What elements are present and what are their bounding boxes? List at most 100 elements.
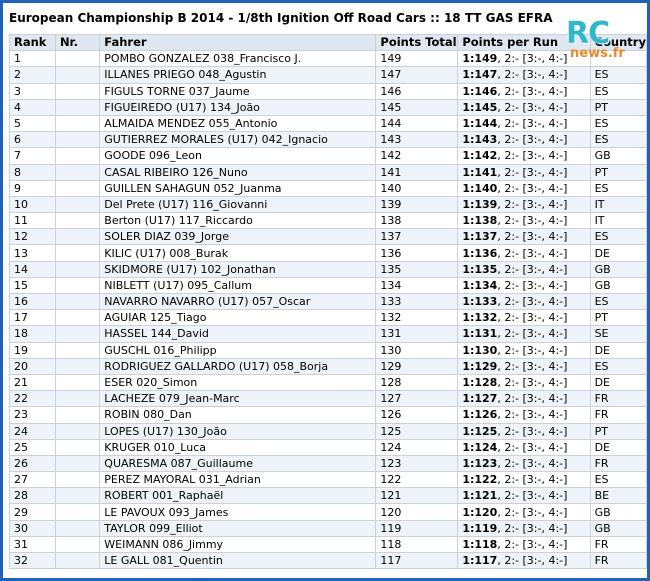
points-total-cell: 131 <box>375 325 459 343</box>
column-header-nr[interactable]: Nr. <box>54 33 101 52</box>
points-per-run-cell: 1:120, 2:- [3:-, 4:-] <box>457 503 591 521</box>
points-total-cell: 117 <box>375 551 459 570</box>
run1-points: 1:126 <box>462 408 498 422</box>
points-per-run-cell: 1:129, 2:- [3:-, 4:-] <box>457 357 591 375</box>
points-total-cell: 143 <box>375 131 459 149</box>
driver-cell: LE PAVOUX 093_James <box>99 503 377 521</box>
driver-cell: Berton (U17) 117_Riccardo <box>99 212 377 230</box>
table-row: 11 Berton (U17) 117_Riccardo 138 1:138, 2:-… <box>9 212 647 230</box>
nr-cell <box>54 131 101 149</box>
driver-cell: FIGULS TORNE 037_Jaume <box>99 82 377 100</box>
points-total-cell: 140 <box>375 179 459 197</box>
rank-cell: 14 <box>9 260 56 278</box>
driver-cell: LACHEZE 079_Jean-Marc <box>99 390 377 408</box>
driver-cell: NAVARRO NAVARRO (U17) 057_Oscar <box>99 292 377 311</box>
points-total-cell: 139 <box>375 195 459 214</box>
table-row: 4 FIGUEIREDO (U17) 134_João 145 1:145, 2:- … <box>9 98 647 116</box>
nr-cell <box>54 244 101 262</box>
driver-cell: LE GALL 081_Quentin <box>99 551 377 570</box>
points-total-cell: 119 <box>375 519 459 537</box>
run1-points: 1:147 <box>462 68 498 82</box>
column-header-points-total[interactable]: Points Total <box>375 33 459 52</box>
run1-points: 1:145 <box>462 100 498 114</box>
points-per-run-cell: 1:137, 2:- [3:-, 4:-] <box>457 228 591 246</box>
driver-cell: QUARESMA 087_Guillaume <box>99 454 377 473</box>
country-cell: GB <box>589 503 647 521</box>
run1-points: 1:142 <box>462 149 498 163</box>
country-cell: GB <box>589 260 647 278</box>
points-per-run-cell: 1:130, 2:- [3:-, 4:-] <box>457 341 591 359</box>
country-cell: ES <box>589 471 647 489</box>
points-total-cell: 125 <box>375 422 459 440</box>
table-row: 17 AGUIAR 125_Tiago 132 1:132, 2:- [3:-, 4:… <box>9 309 647 327</box>
rank-cell: 24 <box>9 422 56 440</box>
column-header-rank[interactable]: Rank <box>9 33 56 52</box>
points-total-cell: 135 <box>375 260 459 278</box>
other-runs: , 2:- [3:-, 4:-] <box>497 278 568 292</box>
points-total-cell: 128 <box>375 373 459 392</box>
country-cell: FR <box>589 390 647 408</box>
table-row: 12 SOLER DIAZ 039_Jorge 137 1:137, 2:- [3:-… <box>9 228 647 246</box>
rank-cell: 30 <box>9 519 56 537</box>
points-per-run-cell: 1:135, 2:- [3:-, 4:-] <box>457 260 591 278</box>
driver-cell: SOLER DIAZ 039_Jorge <box>99 228 377 246</box>
country-cell: ES <box>589 179 647 197</box>
country-cell: ES <box>589 114 647 133</box>
points-per-run-cell: 1:119, 2:- [3:-, 4:-] <box>457 519 591 537</box>
nr-cell <box>54 66 101 84</box>
table-row: 23 ROBIN 080_Dan 126 1:126, 2:- [3:-, 4:-] F… <box>9 406 647 424</box>
run1-points: 1:124 <box>462 440 498 454</box>
run1-points: 1:129 <box>462 359 498 373</box>
country-cell: ES <box>589 228 647 246</box>
points-total-cell: 130 <box>375 341 459 359</box>
country-cell: ES <box>589 82 647 100</box>
table-row: 2 ILLANES PRIEGO 048_Agustin 147 1:147, 2:-… <box>9 66 647 84</box>
column-header-points-per-run[interactable]: Points per Run <box>457 33 591 52</box>
nr-cell <box>54 195 101 214</box>
table-row: 30 TAYLOR 099_Elliot 119 1:119, 2:- [3:-, 4… <box>9 519 647 537</box>
other-runs: , 2:- [3:-, 4:-] <box>497 149 568 163</box>
country-cell: ES <box>589 66 647 84</box>
country-cell: ES <box>589 292 647 311</box>
other-runs: , 2:- [3:-, 4:-] <box>497 311 568 325</box>
column-header-driver[interactable]: Fahrer <box>99 33 377 52</box>
run1-points: 1:138 <box>462 214 498 228</box>
driver-cell: TAYLOR 099_Elliot <box>99 519 377 537</box>
points-total-cell: 121 <box>375 487 459 505</box>
table-row: 9 GUILLEN SAHAGUN 052_Juanma 140 1:140, 2:-… <box>9 179 647 197</box>
run1-points: 1:144 <box>462 117 498 131</box>
points-per-run-cell: 1:146, 2:- [3:-, 4:-] <box>457 82 591 100</box>
rank-cell: 29 <box>9 503 56 521</box>
nr-cell <box>54 292 101 311</box>
rank-cell: 19 <box>9 341 56 359</box>
points-per-run-cell: 1:121, 2:- [3:-, 4:-] <box>457 487 591 505</box>
run1-points: 1:118 <box>462 537 498 551</box>
nr-cell <box>54 503 101 521</box>
points-total-cell: 126 <box>375 406 459 424</box>
nr-cell <box>54 519 101 537</box>
country-cell: FR <box>589 535 647 554</box>
points-total-cell: 146 <box>375 82 459 100</box>
driver-cell: ALMAIDA MENDEZ 055_Antonio <box>99 114 377 133</box>
nr-cell <box>54 260 101 278</box>
country-cell: DE <box>589 438 647 456</box>
page-title: European Championship B 2014 - 1/8th Ign… <box>9 11 553 25</box>
country-cell: ES <box>589 357 647 375</box>
other-runs: , 2:- [3:-, 4:-] <box>497 392 568 406</box>
points-per-run-cell: 1:142, 2:- [3:-, 4:-] <box>457 147 591 165</box>
table-body: 1 POMBO GONZALEZ 038_Francisco J. 149 1:149… <box>9 50 647 570</box>
other-runs: , 2:- [3:-, 4:-] <box>497 214 568 228</box>
other-runs: , 2:- [3:-, 4:-] <box>497 295 568 309</box>
driver-cell: AGUIAR 125_Tiago <box>99 309 377 327</box>
nr-cell <box>54 309 101 327</box>
points-per-run-cell: 1:145, 2:- [3:-, 4:-] <box>457 98 591 116</box>
run1-points: 1:128 <box>462 376 498 390</box>
table-row: 26 QUARESMA 087_Guillaume 123 1:123, 2:- [3… <box>9 454 647 473</box>
run1-points: 1:120 <box>462 505 498 519</box>
column-header-country[interactable]: Country <box>589 33 647 52</box>
points-total-cell: 147 <box>375 66 459 84</box>
driver-cell: PEREZ MAYORAL 031_Adrian <box>99 471 377 489</box>
points-per-run-cell: 1:144, 2:- [3:-, 4:-] <box>457 114 591 133</box>
points-total-cell: 149 <box>375 50 459 68</box>
rank-cell: 22 <box>9 390 56 408</box>
